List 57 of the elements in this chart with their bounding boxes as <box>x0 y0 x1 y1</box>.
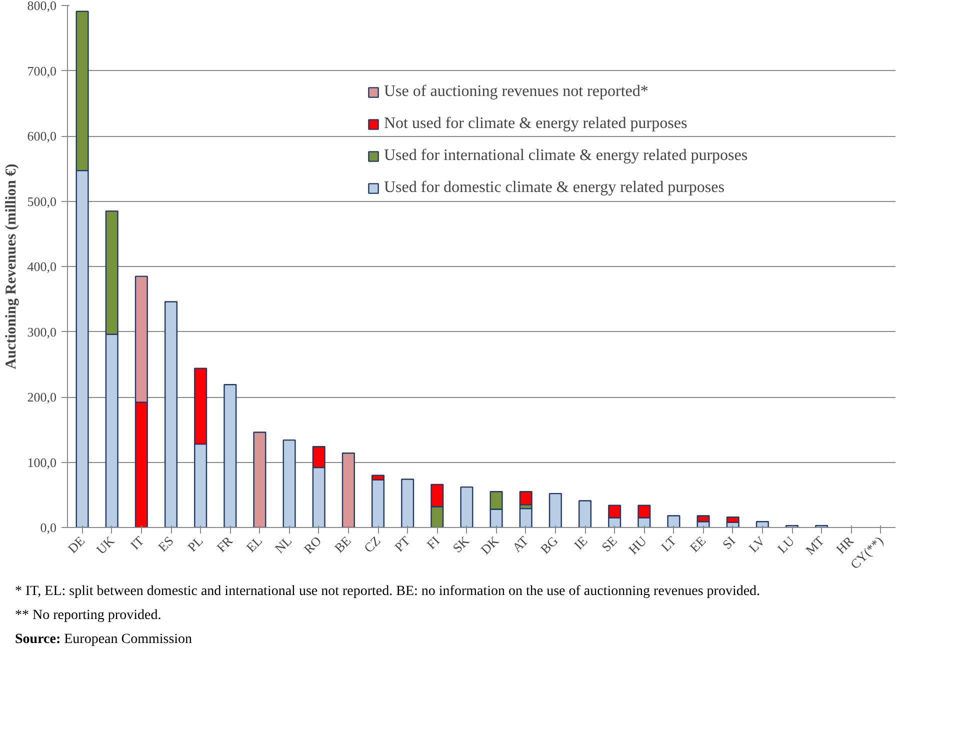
text: * IT, EL: split between domestic and international use not reported. BE: no information on the use of auctionning revenues provided. <box>15 583 760 601</box>
bar <box>224 384 237 528</box>
y-tick-label: 600,0 <box>27 128 56 144</box>
x-tick-label: UK <box>93 532 118 558</box>
x-tick-label: MT <box>802 533 827 558</box>
legend-label: Used for international climate & energy related purposes <box>384 147 748 165</box>
bar <box>164 301 178 528</box>
bar <box>401 478 414 528</box>
x-tick-label: DE <box>64 533 88 556</box>
x-tick-label: LU <box>774 532 798 556</box>
y-tick-label: 0,0 <box>40 520 56 535</box>
x-tick-label: RO <box>300 533 324 557</box>
legend-label: Not used for climate & energy related purposes <box>384 115 688 133</box>
bar <box>282 439 296 528</box>
bar <box>460 486 474 528</box>
x-tick-label: DK <box>478 532 502 558</box>
x-tick-label: IT <box>127 533 147 552</box>
x-tick-label: FI <box>424 533 442 552</box>
bar <box>342 452 355 528</box>
x-tick-label: HU <box>626 532 650 558</box>
bar <box>756 521 769 528</box>
y-axis-title: Auctioning Revenues (million €) <box>3 164 20 370</box>
bar <box>578 500 592 528</box>
source-note: Source: European Commission <box>15 631 192 649</box>
text: ** No reporting provided. <box>15 607 162 625</box>
x-tick-label: BE <box>331 533 354 556</box>
x-tick-label: EL <box>243 533 266 556</box>
y-tick-label: 100,0 <box>27 454 56 470</box>
x-tick-label: PT <box>392 533 413 555</box>
bar <box>667 515 680 528</box>
x-tick-label: FR <box>214 532 236 556</box>
x-tick-label: IE <box>571 533 590 552</box>
y-tick-label: 400,0 <box>27 259 56 274</box>
y-tick-label: 200,0 <box>27 390 56 404</box>
bar <box>726 516 740 523</box>
y-tick-label: 800,0 <box>27 0 56 13</box>
x-tick-label: BG <box>537 533 561 557</box>
legend-label: Use of auctioning revenues not reported* <box>384 83 648 101</box>
x-tick-label: SI <box>719 533 738 552</box>
legend-label: Used for domestic climate & energy related purposes <box>384 179 724 197</box>
bar <box>253 432 266 528</box>
x-tick-label: LV <box>746 532 768 556</box>
bar <box>548 492 562 528</box>
x-tick-label: SE <box>598 533 620 555</box>
x-tick-label: EE <box>686 533 709 556</box>
y-tick-label: 500,0 <box>27 194 56 209</box>
y-tick-label: 300,0 <box>27 324 56 340</box>
x-tick-label: PL <box>184 533 206 555</box>
x-tick-label: LT <box>658 533 680 554</box>
x-tick-label: CZ <box>360 533 384 556</box>
x-tick-label: SK <box>450 532 472 556</box>
x-tick-label: AT <box>509 533 532 556</box>
x-tick-label: ES <box>154 533 176 555</box>
bar <box>519 508 532 528</box>
x-tick-label: NL <box>272 533 295 556</box>
y-tick-label: 700,0 <box>27 63 56 78</box>
bar <box>519 491 532 506</box>
